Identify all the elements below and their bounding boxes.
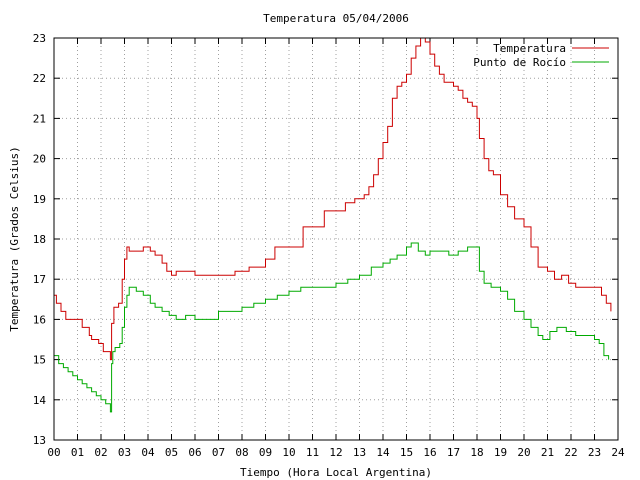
x-tick-label: 15 bbox=[400, 446, 413, 459]
x-tick-label: 17 bbox=[447, 446, 460, 459]
x-tick-label: 16 bbox=[423, 446, 436, 459]
y-tick-label: 18 bbox=[33, 233, 46, 246]
plot-border bbox=[53, 37, 619, 441]
axis-labels: 00 01 02 03 04 05 06 07 08 09 10 11 12 13 14 15 16 17 18 19… bbox=[33, 32, 625, 459]
x-tick-label: 02 bbox=[94, 446, 107, 459]
series-line-1 bbox=[54, 242, 610, 413]
x-tick-label: 23 bbox=[588, 446, 601, 459]
y-tick-label: 15 bbox=[33, 354, 46, 367]
x-tick-label: 09 bbox=[259, 446, 272, 459]
x-tick-label: 11 bbox=[306, 446, 319, 459]
x-tick-label: 18 bbox=[470, 446, 483, 459]
x-tick-label: 10 bbox=[282, 446, 295, 459]
grid bbox=[54, 38, 618, 440]
x-tick-label: 04 bbox=[141, 446, 155, 459]
x-tick-label: 05 bbox=[165, 446, 178, 459]
y-tick-label: 13 bbox=[33, 434, 46, 447]
x-tick-label: 20 bbox=[517, 446, 530, 459]
x-tick-label: 07 bbox=[212, 446, 225, 459]
legend-label: Temperatura bbox=[493, 42, 566, 55]
x-tick-label: 12 bbox=[329, 446, 342, 459]
x-tick-label: 13 bbox=[353, 446, 366, 459]
x-axis-label: Tiempo (Hora Local Argentina) bbox=[240, 466, 432, 479]
x-tick-label: 00 bbox=[47, 446, 60, 459]
series-lines bbox=[54, 37, 612, 413]
axis-ticks bbox=[53, 37, 619, 441]
x-tick-label: 01 bbox=[71, 446, 84, 459]
legend-label: Punto de Rocío bbox=[473, 56, 566, 69]
x-tick-label: 22 bbox=[564, 446, 577, 459]
x-tick-label: 24 bbox=[611, 446, 625, 459]
y-tick-label: 19 bbox=[33, 193, 46, 206]
y-tick-label: 16 bbox=[33, 313, 46, 326]
x-tick-label: 19 bbox=[494, 446, 507, 459]
x-tick-label: 03 bbox=[118, 446, 131, 459]
y-tick-label: 21 bbox=[33, 112, 46, 125]
y-tick-label: 20 bbox=[33, 153, 46, 166]
y-tick-label: 23 bbox=[33, 32, 46, 45]
y-tick-label: 17 bbox=[33, 273, 46, 286]
x-tick-label: 08 bbox=[235, 446, 248, 459]
y-tick-label: 14 bbox=[33, 394, 47, 407]
y-axis-label: Temperatura (Grados Celsius) bbox=[8, 146, 21, 331]
y-tick-label: 22 bbox=[33, 72, 46, 85]
x-tick-label: 21 bbox=[541, 446, 554, 459]
chart-title: Temperatura 05/04/2006 bbox=[263, 12, 409, 25]
x-tick-label: 14 bbox=[376, 446, 390, 459]
x-tick-label: 06 bbox=[188, 446, 201, 459]
series-line-0 bbox=[54, 37, 612, 361]
